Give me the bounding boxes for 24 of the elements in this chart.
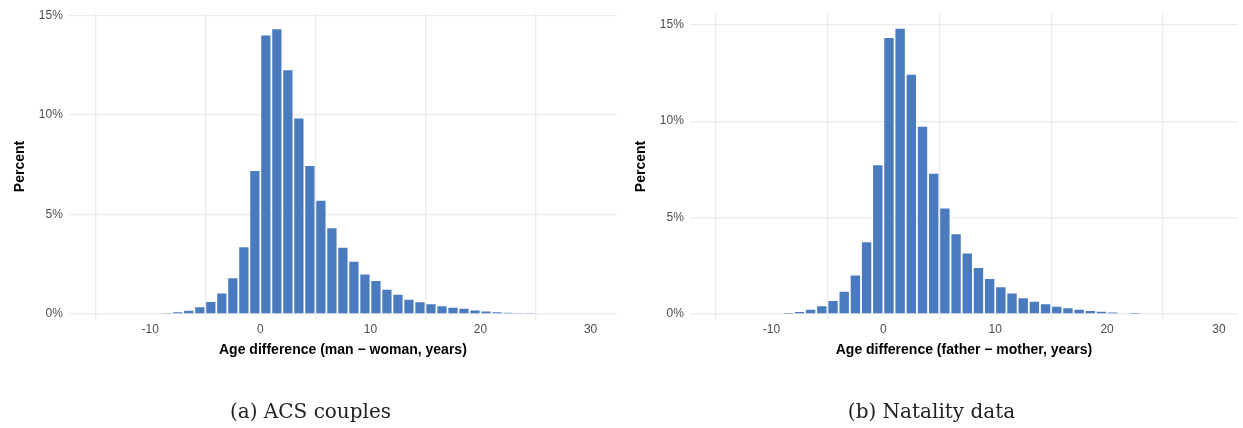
- x-tick-label: 20: [473, 322, 488, 337]
- text: (b) Natality data: [846, 399, 1017, 423]
- y-tick-label: 15%: [38, 7, 64, 22]
- x-axis-title: Age difference (man − woman, years): [219, 341, 467, 358]
- y-tick-label: 0%: [666, 306, 685, 321]
- x-tick-label: -10: [141, 322, 160, 337]
- x-tick-label: 30: [1212, 322, 1226, 337]
- x-tick-label: 10: [988, 322, 1003, 337]
- x-tick-label: -10: [762, 322, 781, 337]
- y-tick-label: 10%: [38, 107, 64, 122]
- y-axis-title: Percent: [632, 140, 649, 193]
- x-axis-title: Age difference (father − mother, years): [835, 341, 1093, 358]
- x-tick-label: 30: [583, 322, 598, 337]
- y-tick-label: 5%: [45, 206, 64, 221]
- x-tick-label: 20: [1100, 322, 1115, 337]
- y-tick-label: 10%: [659, 113, 685, 128]
- x-tick-label: 0: [257, 322, 265, 337]
- x-tick-label: 10: [363, 322, 378, 337]
- text: (a) ACS couples: [228, 399, 393, 423]
- y-tick-label: 5%: [666, 209, 685, 224]
- y-axis-title: Percent: [11, 140, 28, 193]
- y-tick-label: 0%: [45, 306, 64, 321]
- x-tick-label: 0: [880, 322, 888, 337]
- y-tick-label: 15%: [659, 17, 685, 32]
